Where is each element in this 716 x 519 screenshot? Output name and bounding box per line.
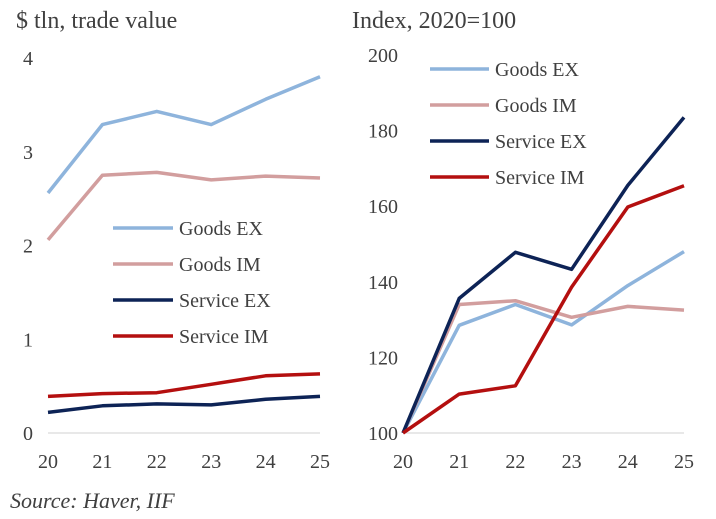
right-x-tick-label: 23 bbox=[562, 451, 582, 473]
right-legend-label-service-im: Service IM bbox=[495, 167, 585, 189]
left-legend-label-goods-ex: Goods EX bbox=[179, 218, 263, 240]
right-y-tick-label: 100 bbox=[368, 423, 398, 445]
right-y-tick-label: 180 bbox=[368, 121, 398, 143]
right-series-line-service-im bbox=[402, 184, 685, 435]
left-y-tick-label: 3 bbox=[23, 142, 33, 164]
left-legend-label-goods-im: Goods IM bbox=[179, 254, 261, 276]
right-y-tick-label: 160 bbox=[368, 196, 398, 218]
left-x-tick-label: 25 bbox=[310, 451, 330, 473]
source-note: Source: Haver, IIF bbox=[10, 488, 175, 513]
right-panel-index: Index, 2020=100 100 120 140 160 180 200 20 21 22 2… bbox=[352, 8, 694, 473]
right-x-tick-label: 21 bbox=[449, 451, 469, 473]
left-legend-label-service-ex: Service EX bbox=[179, 290, 271, 312]
right-series-line-goods-ex bbox=[401, 250, 685, 434]
left-y-tick-label: 2 bbox=[23, 236, 33, 258]
left-y-tick-label: 0 bbox=[23, 423, 33, 445]
left-chart-title: $ tln, trade value bbox=[16, 8, 177, 34]
left-x-tick-label: 22 bbox=[147, 451, 167, 473]
right-y-tick-label: 140 bbox=[368, 272, 398, 294]
left-x-tick-label: 21 bbox=[92, 451, 112, 473]
right-legend-label-goods-im: Goods IM bbox=[495, 95, 577, 117]
left-x-tick-label: 20 bbox=[38, 451, 58, 473]
right-x-tick-label: 25 bbox=[674, 451, 694, 473]
left-x-tick-label: 24 bbox=[256, 451, 276, 473]
right-x-tick-label: 24 bbox=[618, 451, 638, 473]
left-series-line-service-im bbox=[47, 372, 321, 399]
right-y-tick-label: 120 bbox=[368, 347, 398, 369]
left-x-tick-label: 23 bbox=[201, 451, 221, 473]
left-y-tick-label: 4 bbox=[23, 48, 33, 70]
left-series-line-service-ex bbox=[47, 394, 321, 415]
left-legend-label-service-im: Service IM bbox=[179, 326, 269, 348]
right-series-line-goods-im bbox=[401, 298, 685, 434]
left-y-tick-label: 1 bbox=[23, 329, 33, 351]
right-legend-label-service-ex: Service EX bbox=[495, 131, 587, 153]
right-y-tick-label: 200 bbox=[368, 45, 398, 67]
left-series-line-goods-im bbox=[46, 170, 321, 242]
right-x-tick-label: 22 bbox=[505, 451, 525, 473]
left-series-line-goods-ex bbox=[46, 75, 321, 195]
right-series-line-service-ex bbox=[401, 116, 686, 434]
right-chart-title: Index, 2020=100 bbox=[352, 8, 516, 34]
right-legend-label-goods-ex: Goods EX bbox=[495, 59, 579, 81]
right-x-tick-label: 20 bbox=[393, 451, 413, 473]
